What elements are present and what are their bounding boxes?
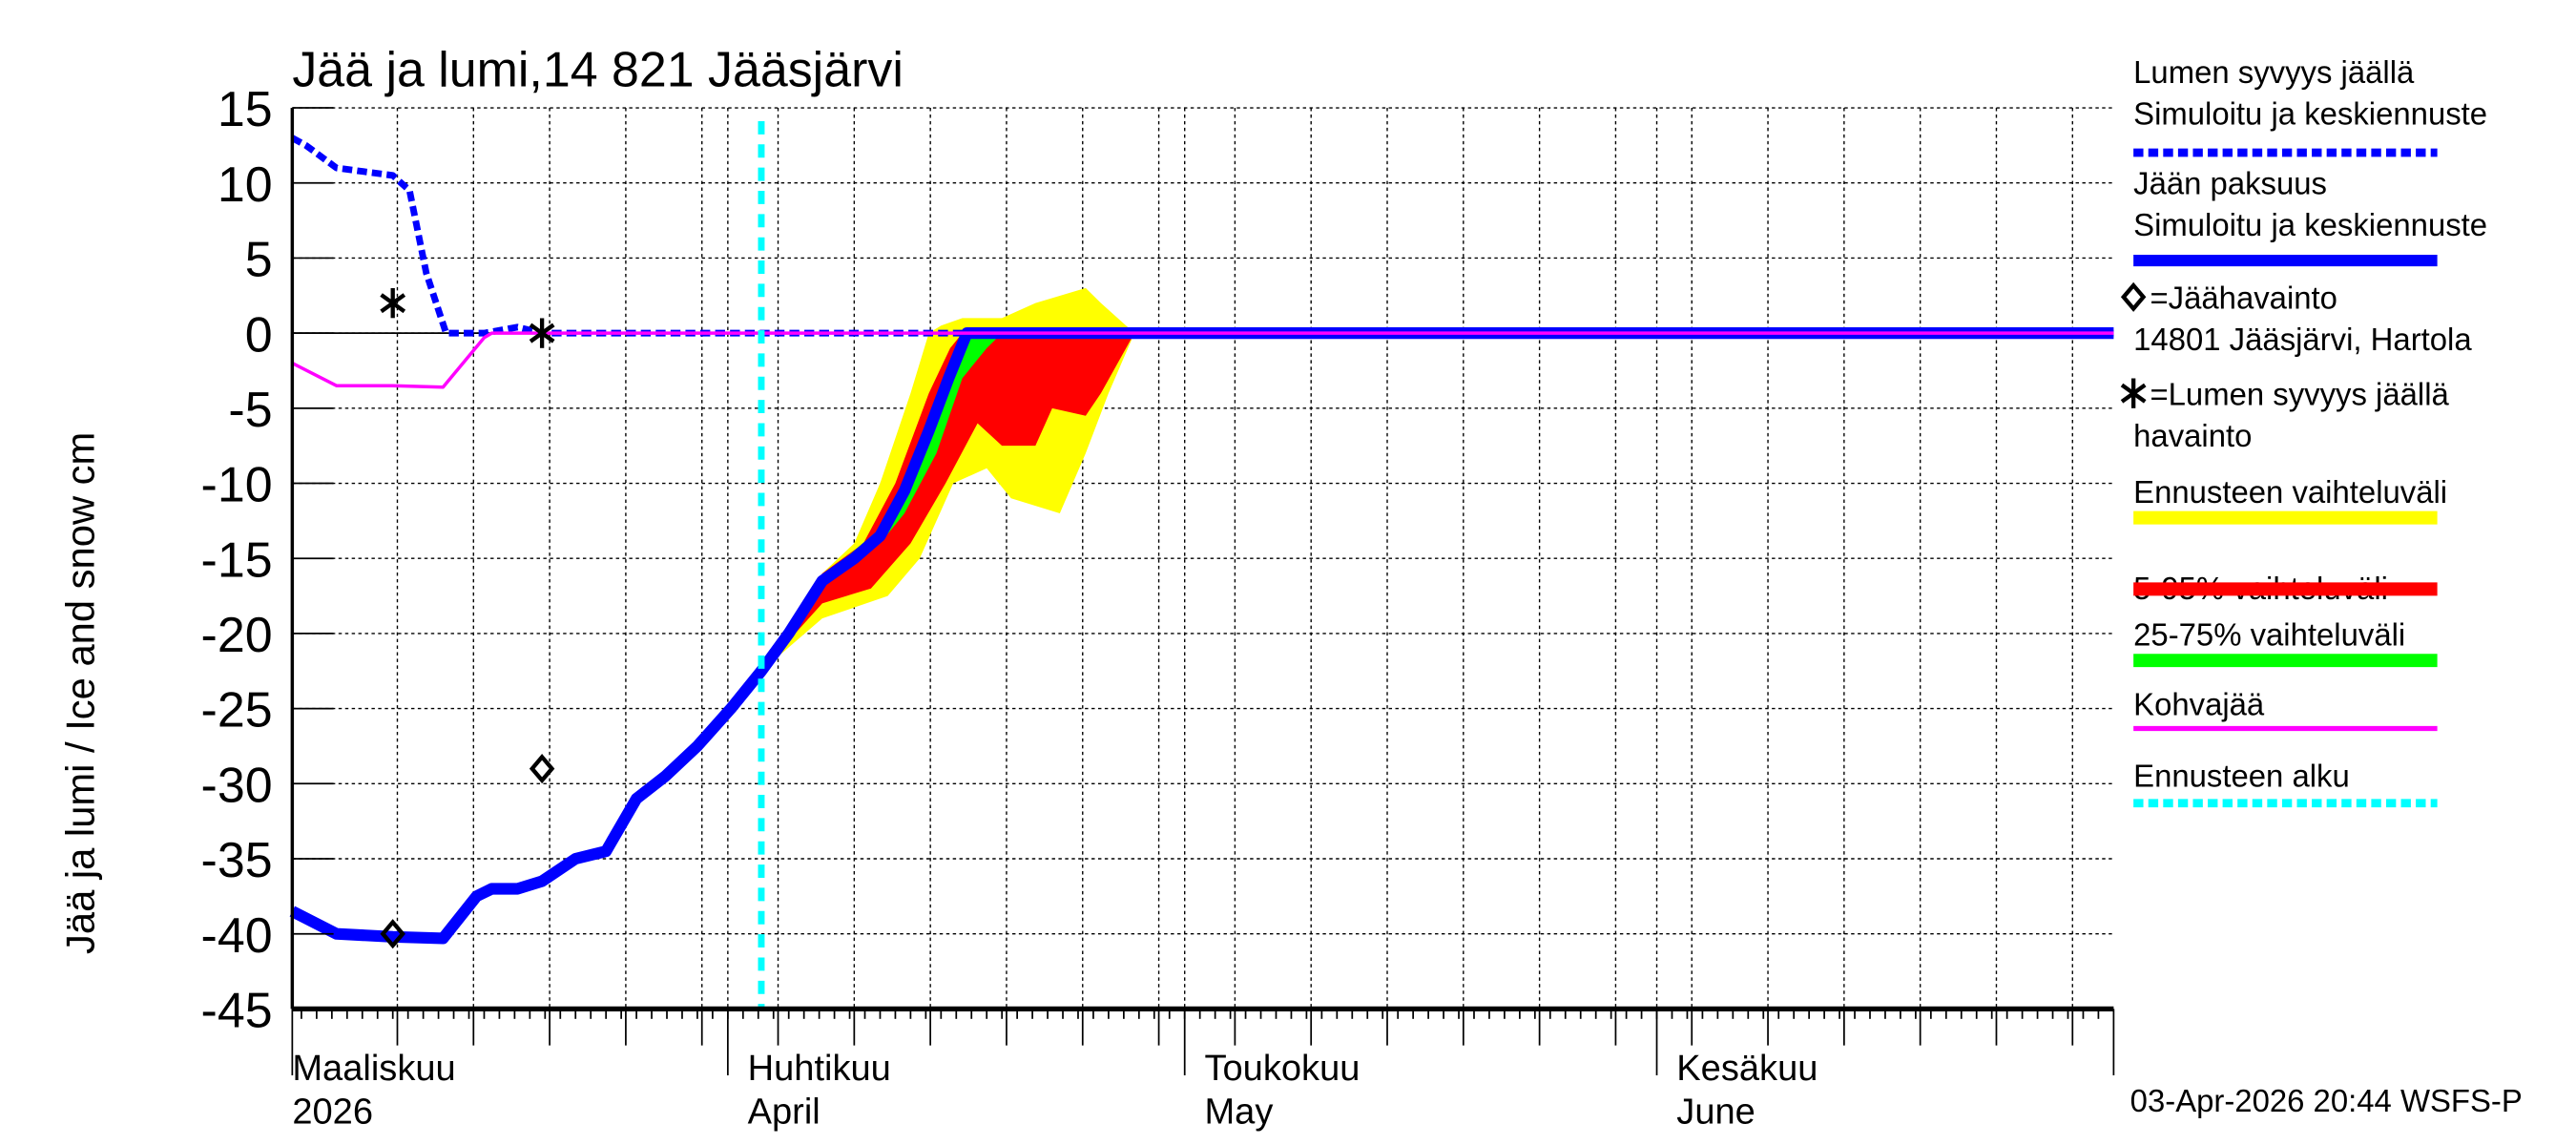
y-tick-label: -10 — [201, 458, 273, 513]
series-lines — [289, 120, 2114, 1010]
legend-label: Ennusteen vaihteluväli — [2133, 474, 2447, 510]
month-label-en: June — [1676, 1091, 1755, 1132]
snow-observation-marker — [380, 287, 406, 319]
y-tick-label: -15 — [201, 532, 273, 588]
asterisk-stroke — [529, 323, 555, 344]
legend-item: =Jäähavainto 14801 Jääsjärvi, Hartola — [2120, 280, 2472, 357]
y-tick-label: -30 — [201, 758, 273, 813]
y-tick-label: 10 — [218, 157, 273, 213]
chart-title: Jää ja lumi,14 821 Jääsjärvi — [292, 42, 904, 97]
y-tick-label: 0 — [245, 307, 273, 363]
legend-label: Kohvajää — [2133, 686, 2265, 721]
axes: 15 10 5 0 -5 -10 -15 -20 -25 -30 -35 -40 -45 Maalisku… — [201, 82, 2115, 1132]
y-tick-label: -45 — [201, 983, 273, 1038]
month-label-en: April — [748, 1091, 821, 1132]
asterisk-stroke — [2120, 383, 2147, 404]
month-label-en: May — [1204, 1091, 1273, 1132]
legend-label: Ennusteen alku — [2133, 758, 2350, 793]
y-tick-label: -20 — [201, 608, 273, 663]
forecast-bands — [760, 287, 1135, 672]
month-label-fi: Toukokuu — [1204, 1048, 1360, 1089]
month-label-en: 2026 — [292, 1091, 373, 1132]
ice-thickness-line — [289, 327, 2114, 945]
month-label-fi: Huhtikuu — [748, 1048, 891, 1089]
y-tick-label: -5 — [228, 383, 272, 438]
ice-observation-marker — [529, 754, 555, 784]
legend-item: =Lumen syvyys jäällä havainto — [2120, 376, 2449, 453]
legend-item: Lumen syvyys jäällä Simuloitu ja keskienn… — [2133, 54, 2487, 157]
y-tick-label: 5 — [245, 232, 273, 287]
grid — [291, 107, 2114, 1010]
legend-item: Kohvajää — [2133, 686, 2438, 732]
y-tick-label: 15 — [218, 82, 273, 137]
band-5-95-vaihteluv-li — [760, 333, 1135, 672]
legend-item: Ennusteen alku — [2133, 758, 2438, 808]
legend-sublabel: Simuloitu ja keskiennuste — [2133, 95, 2487, 131]
y-axis-label: Jää ja lumi / Ice and snow cm — [58, 432, 103, 954]
snow-depth-line — [290, 135, 2114, 337]
y-tick-label: -40 — [201, 908, 273, 964]
observation-markers — [380, 287, 555, 949]
diamond-icon — [2120, 281, 2147, 312]
y-tick-label: -25 — [201, 683, 273, 739]
legend-label: Jään paksuus — [2133, 165, 2327, 200]
legend-label: 25-75% vaihteluväli — [2133, 616, 2405, 652]
month-label-fi: Maaliskuu — [292, 1048, 455, 1089]
legend-item: 5-95% vaihteluväli — [2133, 571, 2438, 606]
asterisk-icon — [2120, 378, 2147, 408]
legend-label: Lumen syvyys jäällä — [2133, 54, 2415, 90]
legend-sublabel: 14801 Jääsjärvi, Hartola — [2133, 322, 2472, 357]
month-label-fi: Kesäkuu — [1676, 1048, 1818, 1089]
y-tick-label: -35 — [201, 833, 273, 888]
legend-item: 25-75% vaihteluväli — [2133, 616, 2438, 668]
slush-ice-line — [291, 331, 2114, 389]
footer-timestamp: 03-Apr-2026 20:44 WSFS-P — [2130, 1083, 2523, 1118]
snow-observation-marker — [529, 318, 555, 348]
legend-item: Jään paksuus Simuloitu ja keskiennuste — [2133, 165, 2487, 267]
legend: Lumen syvyys jäällä Simuloitu ja keskienn… — [2120, 54, 2487, 808]
asterisk-stroke — [380, 293, 406, 314]
legend-sublabel: Simuloitu ja keskiennuste — [2133, 207, 2487, 242]
legend-item: Ennusteen vaihteluväli — [2133, 474, 2447, 525]
ice-observation-marker — [380, 919, 405, 949]
legend-sublabel: havainto — [2133, 418, 2252, 453]
legend-label: =Jäähavainto — [2150, 280, 2337, 315]
legend-label: =Lumen syvyys jäällä — [2150, 376, 2449, 411]
